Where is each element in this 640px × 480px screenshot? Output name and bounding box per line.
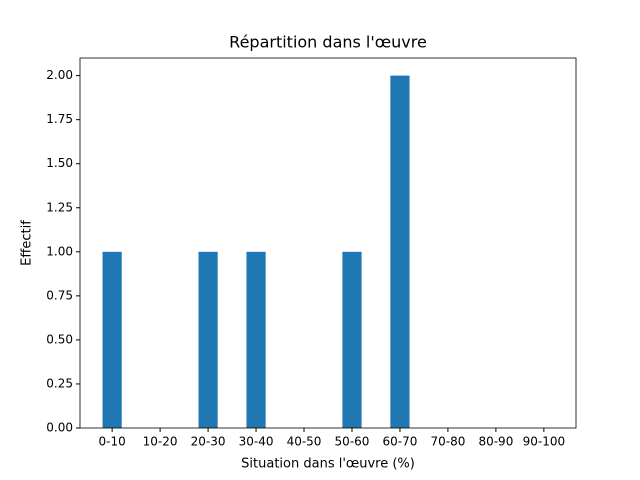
y-axis-label: Effectif bbox=[20, 220, 35, 266]
chart-title: Répartition dans l'œuvre bbox=[229, 33, 427, 52]
y-tick-label: 0.00 bbox=[46, 421, 73, 435]
x-tick-label: 50-60 bbox=[335, 435, 370, 449]
x-tick-label: 30-40 bbox=[239, 435, 274, 449]
y-tick-label: 0.75 bbox=[46, 288, 73, 302]
bar bbox=[198, 251, 218, 428]
x-axis-label: Situation dans l'œuvre (%) bbox=[241, 457, 415, 472]
bar bbox=[342, 251, 362, 428]
bar bbox=[102, 251, 122, 428]
y-tick-label: 2.00 bbox=[46, 68, 73, 82]
x-tick-label: 70-80 bbox=[430, 435, 465, 449]
x-tick-label: 10-20 bbox=[143, 435, 178, 449]
x-tick-label: 20-30 bbox=[191, 435, 226, 449]
x-tick-label: 60-70 bbox=[383, 435, 418, 449]
bar bbox=[390, 75, 410, 428]
x-tick-label: 0-10 bbox=[99, 435, 126, 449]
y-tick-label: 1.50 bbox=[46, 156, 73, 170]
y-tick-label: 0.50 bbox=[46, 332, 73, 346]
plot-frame bbox=[79, 57, 577, 429]
y-tick-label: 1.25 bbox=[46, 200, 73, 214]
y-tick-label: 1.00 bbox=[46, 244, 73, 258]
x-tick-label: 80-90 bbox=[478, 435, 513, 449]
x-tick-label: 40-50 bbox=[287, 435, 322, 449]
y-tick-label: 1.75 bbox=[46, 112, 73, 126]
bar bbox=[246, 251, 266, 428]
x-tick-label: 90-100 bbox=[523, 435, 566, 449]
y-tick-label: 0.25 bbox=[46, 376, 73, 390]
